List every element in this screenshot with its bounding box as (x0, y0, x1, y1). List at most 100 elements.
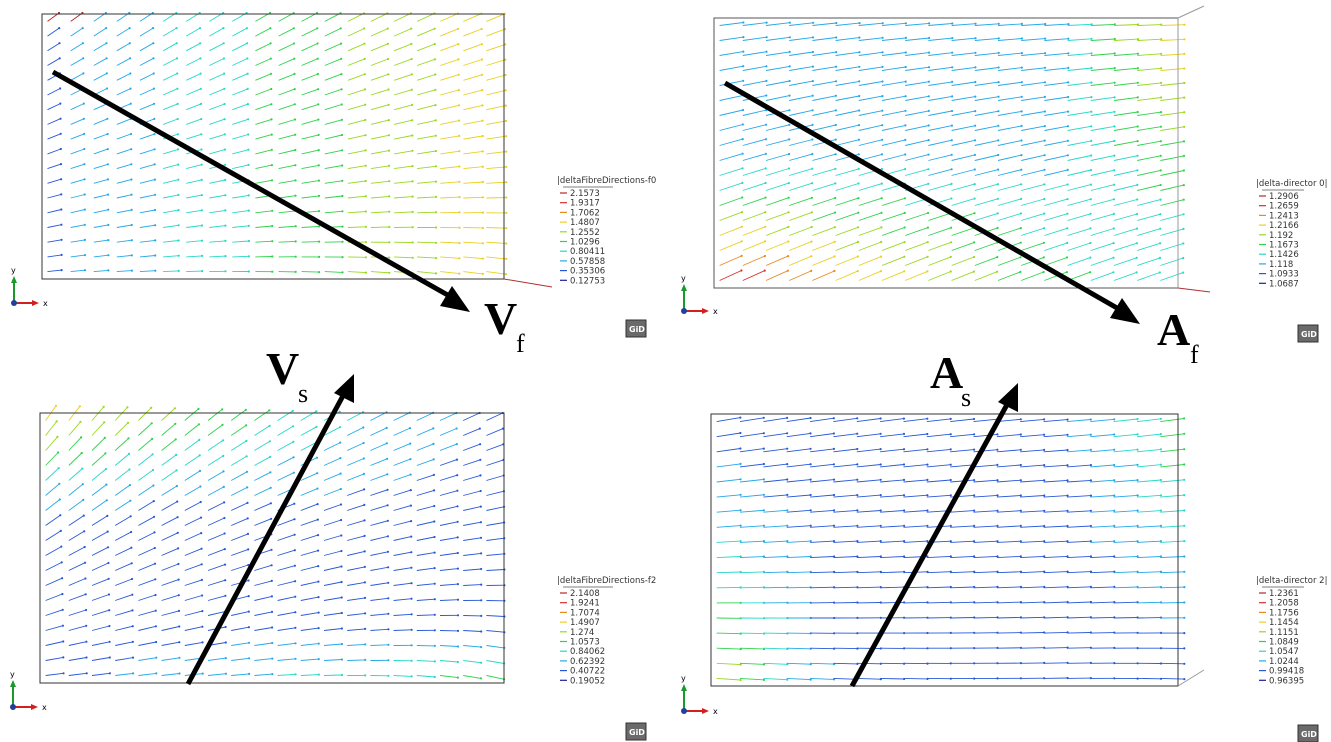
vector-glyph-head (1136, 169, 1139, 172)
vector-glyph (1113, 540, 1138, 543)
vector-glyph-head (363, 88, 367, 91)
vector-glyph (209, 42, 224, 52)
vector-glyph-head (1089, 570, 1092, 573)
vector-glyph-head (741, 181, 744, 184)
vector-glyph-head (1020, 183, 1023, 186)
vector-glyph (323, 442, 341, 451)
vector-glyph-head (105, 72, 108, 75)
vector-glyph-head (56, 435, 59, 438)
vector-glyph (393, 458, 411, 466)
af-glyph-field (719, 21, 1186, 281)
vector-glyph-head (1159, 111, 1163, 114)
vector-glyph-head (292, 471, 295, 474)
vector-glyph (789, 226, 812, 236)
as-legend-title: |delta-director 2| (1256, 576, 1327, 586)
vector-glyph-head (200, 148, 203, 151)
vector-glyph (114, 453, 130, 466)
vector-glyph (765, 197, 789, 206)
vector-glyph-head (786, 678, 789, 681)
vector-glyph-head (928, 36, 931, 40)
vector-glyph-head (410, 628, 413, 631)
vector-glyph-head (1066, 212, 1069, 215)
vector-glyph (1066, 586, 1091, 589)
vector-glyph-head (974, 22, 977, 25)
vector-glyph (1067, 155, 1092, 161)
vector-glyph-head (481, 165, 484, 168)
vector-glyph-head (411, 210, 414, 213)
vector-glyph-head (479, 536, 483, 539)
vector-glyph-head (1042, 270, 1045, 274)
vector-glyph-head (293, 72, 296, 75)
vector-glyph (835, 212, 859, 221)
vector-glyph-head (481, 104, 484, 107)
vector-glyph-head (997, 168, 1000, 171)
vector-glyph (439, 599, 459, 601)
vector-glyph (254, 580, 272, 586)
vector-glyph (347, 488, 365, 496)
vector-glyph-head (387, 674, 390, 677)
vector-glyph (323, 457, 341, 466)
vector-glyph-head (154, 625, 157, 628)
vector-glyph-head (129, 102, 132, 105)
vector-glyph (68, 452, 83, 466)
vector-glyph-head (481, 196, 484, 199)
vector-glyph-head (198, 27, 202, 30)
vector-glyph (1113, 525, 1138, 528)
vector-glyph-head (505, 273, 508, 276)
vector-glyph-head (835, 65, 838, 68)
vector-glyph-head (270, 179, 274, 182)
vector-glyph (1137, 257, 1161, 266)
vector-glyph-head (879, 524, 882, 527)
vector-glyph (765, 226, 789, 236)
vector-glyph (324, 27, 341, 37)
vector-glyph-head (177, 609, 181, 613)
vector-glyph (858, 95, 883, 101)
vector-glyph (463, 568, 482, 571)
vector-glyph (739, 478, 764, 483)
vector-glyph-head (480, 567, 483, 571)
vector-glyph-head (409, 504, 412, 507)
vector-glyph (324, 195, 343, 199)
vector-glyph-head (317, 580, 320, 583)
vector-glyph (905, 256, 928, 266)
vector-glyph-head (318, 225, 321, 228)
vector-glyph (185, 42, 201, 52)
vector-glyph (255, 210, 273, 214)
vector-glyph (739, 586, 765, 589)
vector-glyph-head (857, 138, 861, 141)
vector-glyph-head (411, 103, 414, 106)
vector-glyph (716, 540, 741, 543)
vector-glyph-head (152, 42, 155, 45)
vector-glyph-head (59, 117, 62, 120)
vector-glyph-head (1183, 678, 1186, 681)
vector-glyph (765, 168, 790, 176)
vector-glyph (463, 104, 483, 111)
vector-glyph-head (364, 149, 367, 152)
vector-glyph (1160, 418, 1185, 423)
vector-glyph (1043, 647, 1068, 649)
vector-glyph (463, 241, 483, 244)
vector-glyph (858, 212, 882, 221)
vector-glyph-head (151, 437, 154, 440)
vector-glyph (835, 124, 860, 131)
vector-glyph-head (1159, 478, 1162, 482)
vector-glyph-head (480, 27, 483, 31)
vector-glyph (1044, 154, 1068, 161)
vector-glyph-head (222, 485, 225, 488)
vector-glyph (881, 52, 906, 56)
vector-glyph-head (102, 405, 105, 408)
vector-glyph (184, 579, 203, 586)
vector-glyph (439, 536, 458, 541)
vector-glyph (278, 240, 296, 243)
vector-glyph (1044, 96, 1069, 101)
vector-glyph-head (927, 182, 930, 185)
vector-glyph (789, 139, 813, 146)
vector-glyph-head (268, 409, 271, 412)
vector-glyph-head (1183, 23, 1186, 26)
vector-glyph (139, 270, 156, 273)
vector-glyph (1066, 525, 1091, 528)
vector-glyph-head (974, 124, 977, 127)
vector-glyph (254, 487, 271, 496)
legend-value: 1.7074 (570, 608, 600, 618)
vector-glyph-head (765, 65, 768, 68)
